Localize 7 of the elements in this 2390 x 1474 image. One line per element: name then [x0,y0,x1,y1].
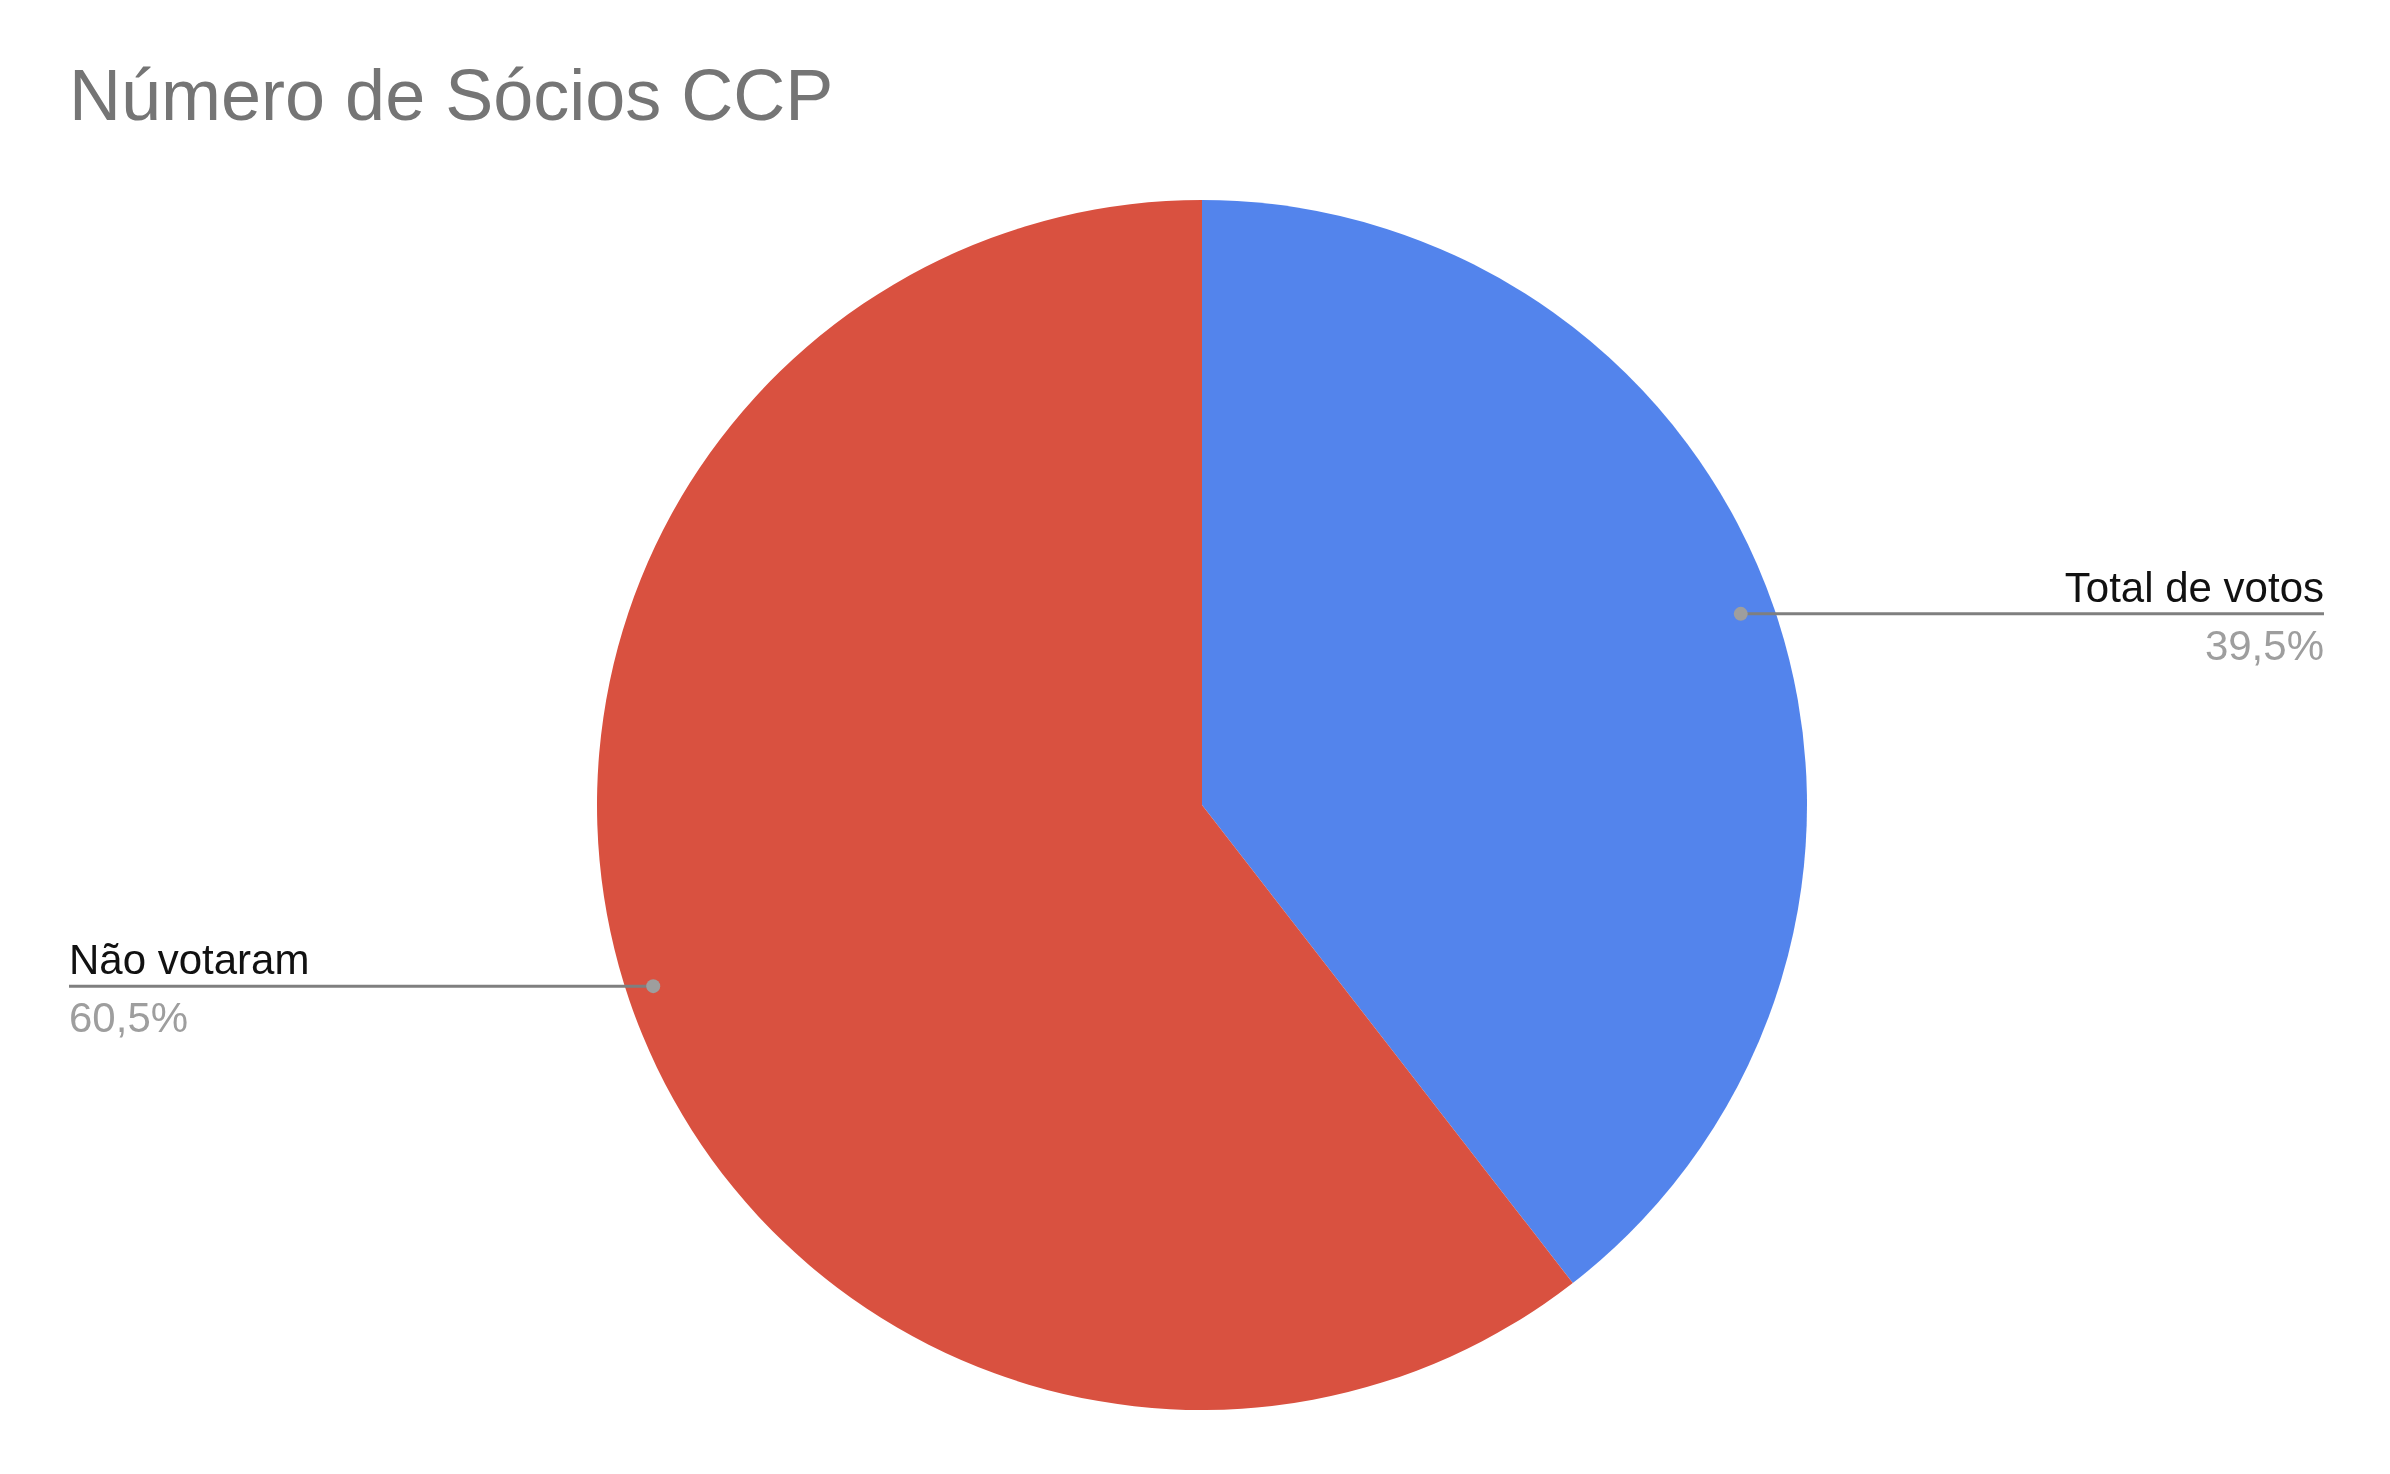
pie-slice [1202,200,1807,1284]
data-label: 60,5% [69,994,189,1042]
slice-label: Não votaram [69,936,310,984]
pie-slice [597,200,1573,1410]
chart-title: Número de Sócios CCP [69,54,834,136]
data-label: 39,5% [2204,621,2324,669]
slice-label: Total de votos [2064,563,2324,611]
